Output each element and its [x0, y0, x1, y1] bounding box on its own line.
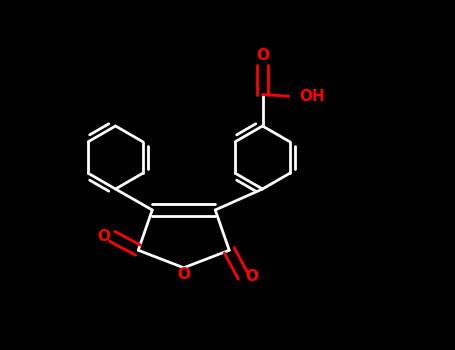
Text: O: O: [177, 267, 190, 282]
Text: O: O: [256, 49, 269, 63]
Text: O: O: [97, 229, 110, 244]
Text: OH: OH: [299, 89, 325, 104]
Text: O: O: [246, 269, 258, 284]
